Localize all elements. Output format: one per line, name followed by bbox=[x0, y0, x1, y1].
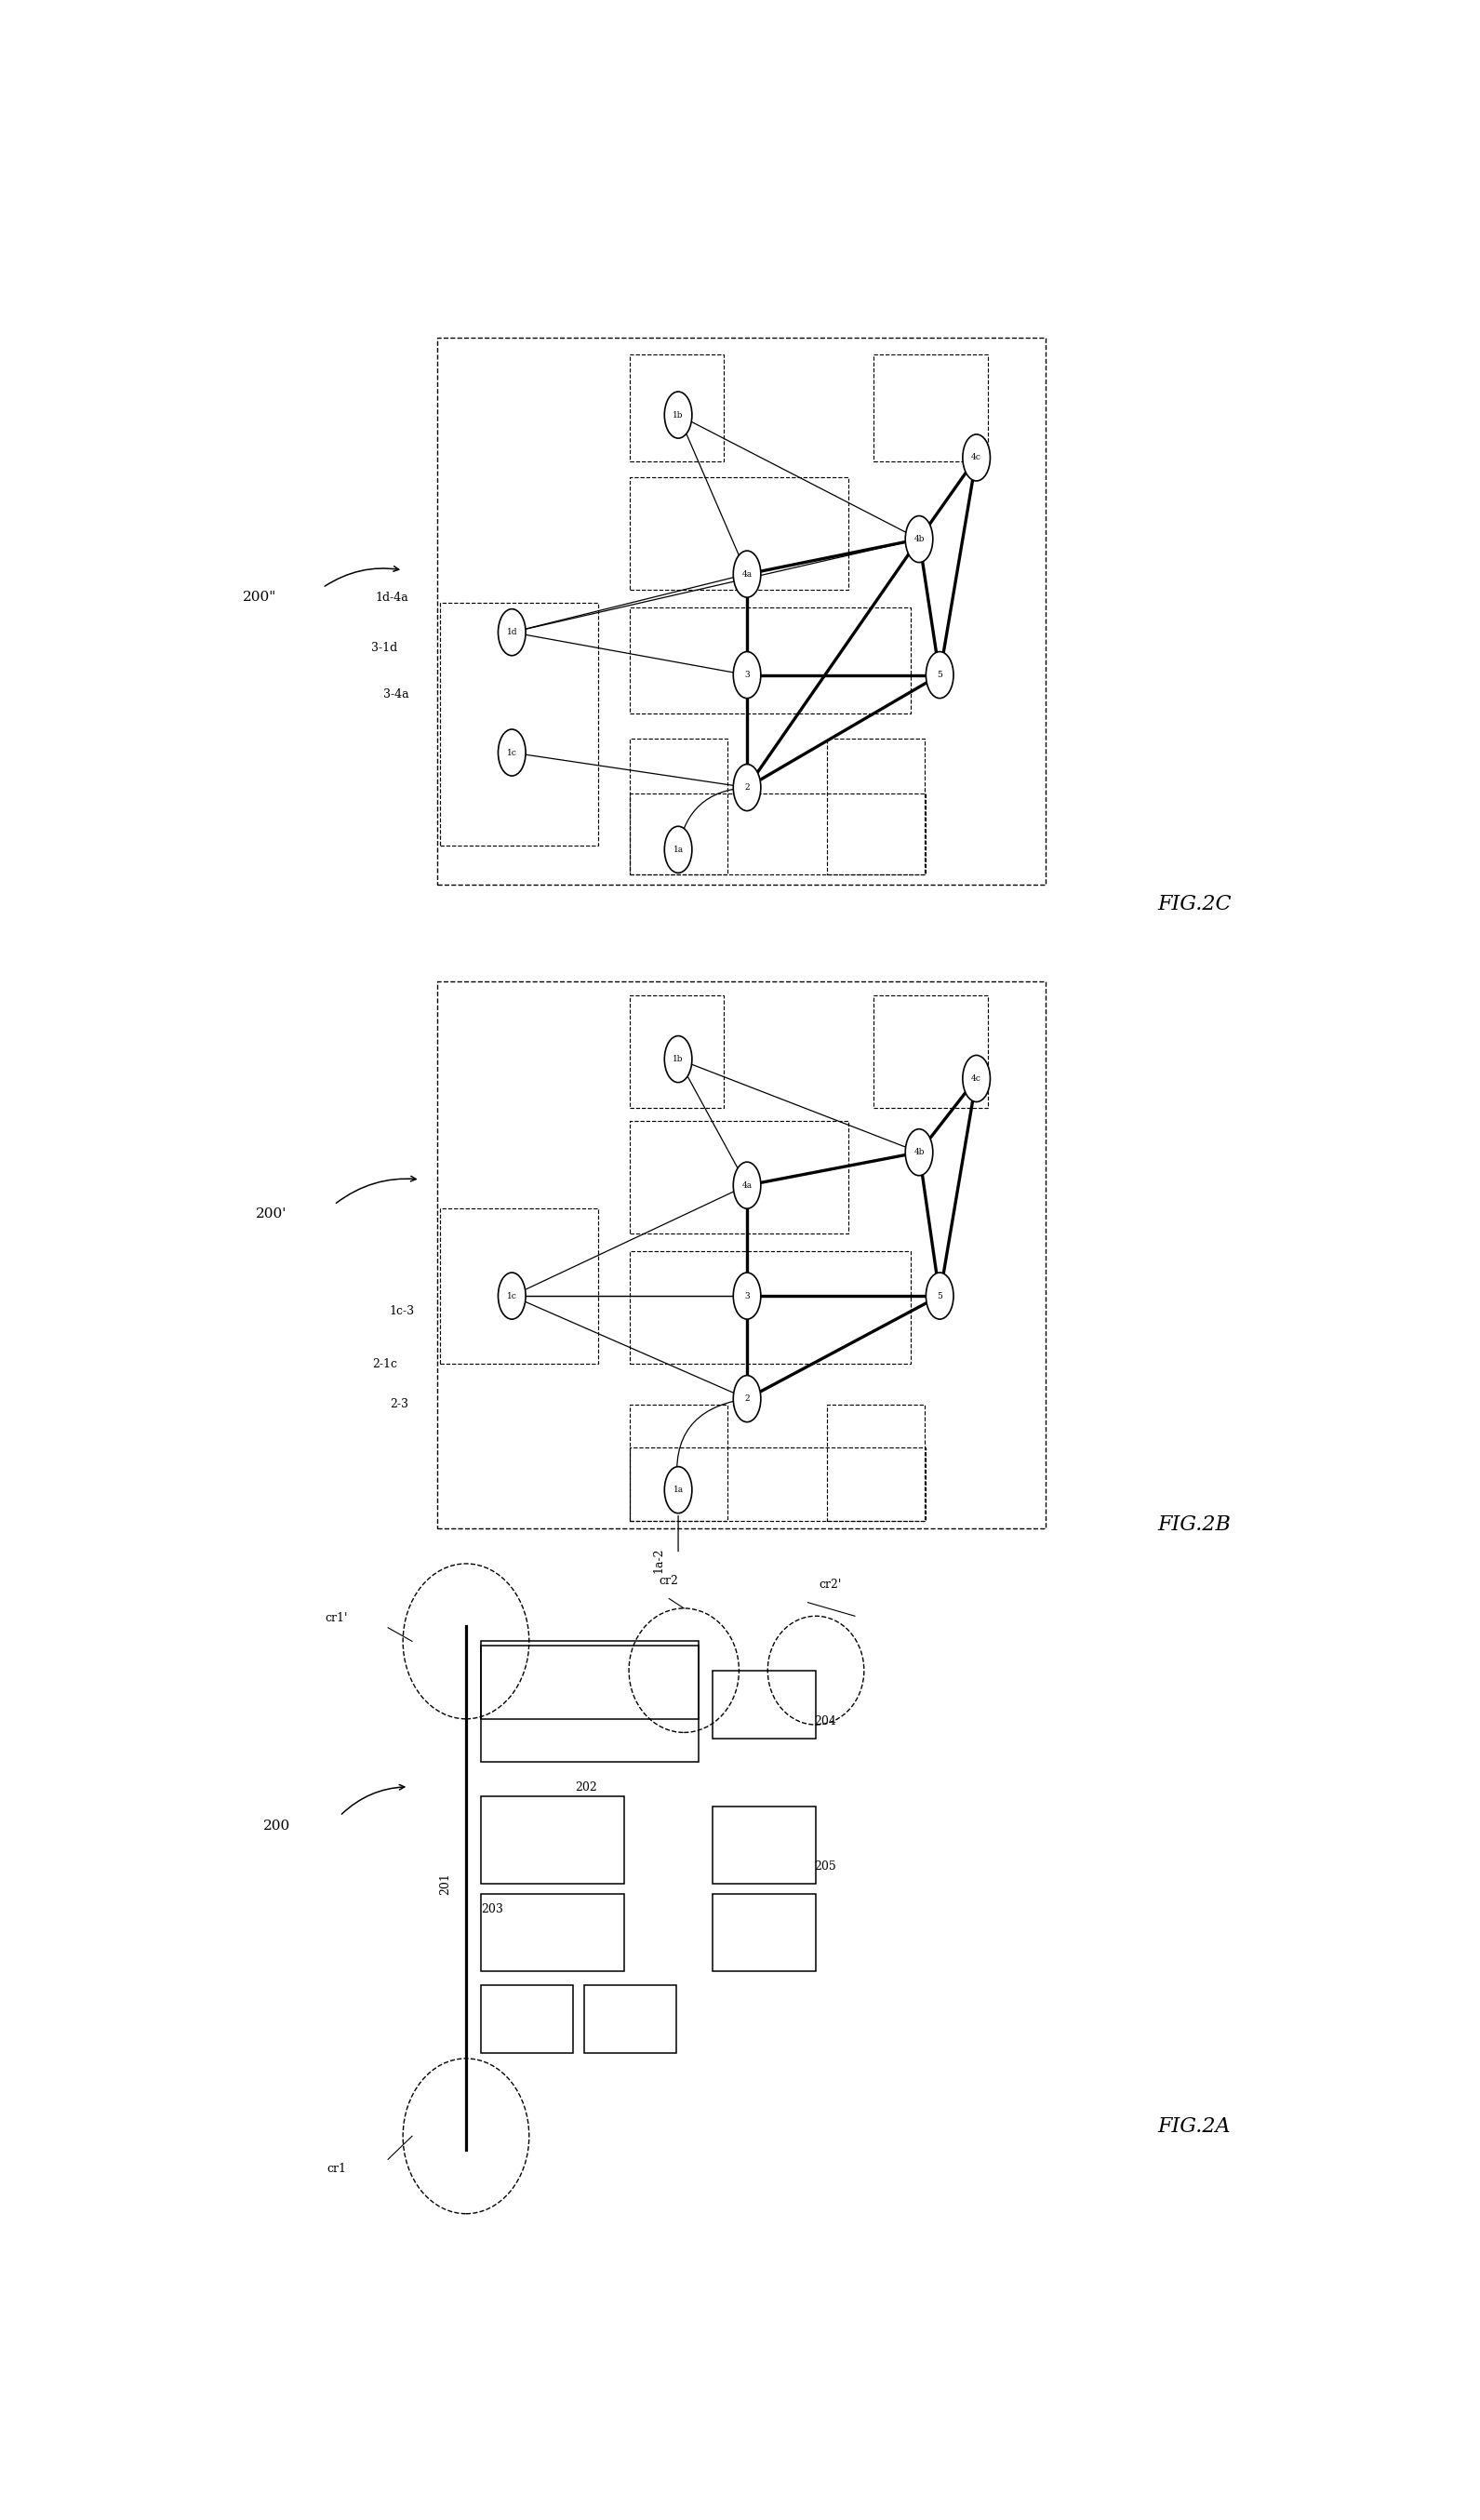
Circle shape bbox=[733, 1273, 761, 1318]
Text: 2: 2 bbox=[744, 784, 750, 791]
Text: cr2': cr2' bbox=[820, 1578, 842, 1590]
Text: cr1': cr1' bbox=[326, 1613, 348, 1623]
Text: cr1: cr1 bbox=[327, 2162, 346, 2175]
Bar bbox=[630, 738, 728, 874]
Circle shape bbox=[733, 764, 761, 811]
Bar bbox=[630, 476, 848, 590]
Circle shape bbox=[733, 653, 761, 698]
Bar bbox=[630, 794, 926, 874]
Text: 202: 202 bbox=[576, 1782, 598, 1794]
Text: 1a-2: 1a-2 bbox=[653, 1547, 665, 1572]
Text: 205: 205 bbox=[814, 1860, 836, 1872]
Text: 1c: 1c bbox=[506, 1293, 517, 1300]
Text: 201: 201 bbox=[440, 1872, 451, 1895]
Bar bbox=[713, 1671, 815, 1739]
Text: 4a: 4a bbox=[741, 1182, 752, 1189]
Bar bbox=[481, 1986, 573, 2054]
Circle shape bbox=[665, 1467, 693, 1512]
Text: FIG.2A: FIG.2A bbox=[1157, 2117, 1231, 2137]
Bar bbox=[481, 1641, 699, 1719]
Text: FIG.2C: FIG.2C bbox=[1157, 895, 1231, 915]
Bar bbox=[481, 1646, 699, 1761]
Bar bbox=[630, 1404, 728, 1522]
Text: 1b: 1b bbox=[673, 411, 684, 418]
Text: 200": 200" bbox=[243, 590, 277, 605]
Circle shape bbox=[499, 610, 525, 655]
Text: 5: 5 bbox=[937, 670, 943, 680]
Text: 204: 204 bbox=[814, 1716, 836, 1726]
Bar bbox=[873, 995, 989, 1109]
Circle shape bbox=[665, 827, 693, 872]
Bar bbox=[438, 980, 1045, 1530]
Circle shape bbox=[733, 1162, 761, 1210]
Text: 4a: 4a bbox=[741, 570, 752, 577]
Bar bbox=[630, 1121, 848, 1235]
Text: 1c-3: 1c-3 bbox=[389, 1305, 414, 1318]
Bar bbox=[440, 1210, 598, 1363]
Text: 1a: 1a bbox=[673, 844, 684, 854]
Circle shape bbox=[733, 1376, 761, 1421]
Text: 200: 200 bbox=[263, 1819, 290, 1832]
Text: 1d-4a: 1d-4a bbox=[376, 592, 408, 602]
Text: 4c: 4c bbox=[971, 1074, 981, 1084]
Bar bbox=[630, 1446, 926, 1522]
Bar bbox=[827, 738, 925, 874]
Bar bbox=[438, 338, 1045, 885]
Text: 3-4a: 3-4a bbox=[383, 688, 408, 701]
Circle shape bbox=[926, 653, 953, 698]
Bar bbox=[630, 995, 724, 1109]
Bar bbox=[713, 1893, 815, 1971]
Bar bbox=[481, 1797, 625, 1885]
Text: 3: 3 bbox=[744, 1293, 750, 1300]
Circle shape bbox=[926, 1273, 953, 1318]
Text: 1d: 1d bbox=[506, 627, 517, 638]
Text: 1b: 1b bbox=[673, 1056, 684, 1063]
Text: 4b: 4b bbox=[913, 534, 925, 544]
Bar bbox=[827, 1404, 925, 1522]
Bar bbox=[873, 355, 989, 461]
Text: 1c: 1c bbox=[506, 748, 517, 756]
Circle shape bbox=[499, 728, 525, 776]
Circle shape bbox=[665, 391, 693, 438]
Text: 3: 3 bbox=[744, 670, 750, 680]
Circle shape bbox=[733, 552, 761, 597]
Text: 2: 2 bbox=[744, 1394, 750, 1404]
Bar bbox=[630, 607, 912, 713]
Circle shape bbox=[499, 1273, 525, 1318]
Text: 5: 5 bbox=[937, 1293, 943, 1300]
Bar bbox=[630, 1252, 912, 1363]
Text: 200': 200' bbox=[256, 1207, 287, 1220]
Text: 3-1d: 3-1d bbox=[371, 643, 397, 653]
Text: 4c: 4c bbox=[971, 454, 981, 461]
Bar bbox=[440, 602, 598, 847]
Circle shape bbox=[962, 1056, 990, 1101]
Bar bbox=[481, 1893, 625, 1971]
Text: 1a: 1a bbox=[673, 1487, 684, 1494]
Circle shape bbox=[962, 433, 990, 481]
Text: FIG.2B: FIG.2B bbox=[1157, 1515, 1231, 1535]
Bar bbox=[585, 1986, 676, 2054]
Text: 2-1c: 2-1c bbox=[371, 1358, 397, 1371]
Circle shape bbox=[906, 1129, 932, 1174]
Circle shape bbox=[665, 1036, 693, 1084]
Text: 203: 203 bbox=[481, 1903, 503, 1915]
Bar bbox=[630, 355, 724, 461]
Text: 4b: 4b bbox=[913, 1149, 925, 1157]
Bar bbox=[713, 1807, 815, 1885]
Text: cr2: cr2 bbox=[659, 1575, 679, 1588]
Text: 2-3: 2-3 bbox=[391, 1399, 408, 1411]
Circle shape bbox=[906, 517, 932, 562]
